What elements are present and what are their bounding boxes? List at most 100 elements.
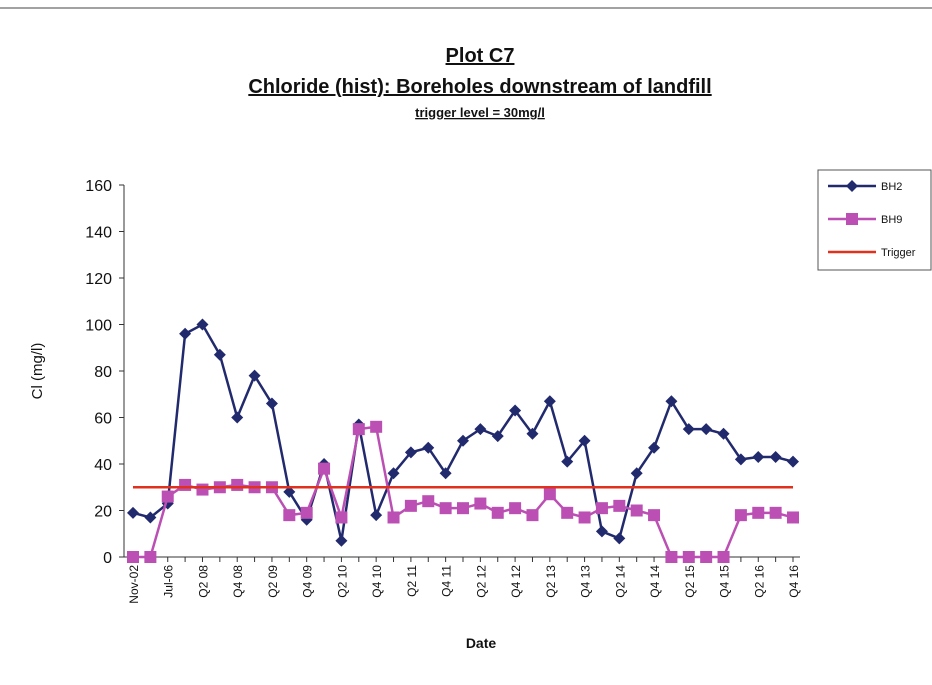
x-tick-label: Q2 13 (544, 565, 558, 598)
data-point (387, 467, 400, 480)
x-tick-label: Q4 14 (648, 565, 662, 598)
y-tick-label: 120 (85, 271, 112, 288)
annotation: trigger level = 30mg/l (415, 105, 545, 120)
data-point (231, 411, 244, 424)
y-tick-label: 100 (85, 318, 112, 335)
data-point (370, 420, 383, 433)
data-point (613, 499, 626, 512)
data-point (265, 397, 278, 410)
x-tick-label: Nov-02 (127, 565, 141, 604)
data-point (717, 427, 730, 440)
data-point (787, 511, 799, 524)
data-point (231, 478, 244, 491)
data-point (769, 506, 782, 519)
data-point (734, 509, 747, 522)
data-point (846, 213, 858, 225)
x-tick-label: Q2 14 (613, 565, 627, 598)
data-point (404, 446, 417, 459)
y-tick-label: 0 (103, 550, 112, 567)
x-tick-label: Q2 16 (752, 565, 766, 598)
x-tick-label: Q4 13 (579, 565, 593, 598)
y-tick-label: 80 (94, 364, 112, 381)
x-tick-label: Q2 09 (266, 565, 280, 598)
legend-label: Trigger (881, 247, 916, 259)
data-point (578, 511, 591, 524)
data-point (491, 430, 504, 443)
data-point (179, 478, 192, 491)
data-point (283, 485, 296, 498)
data-point (474, 423, 487, 436)
y-axis-label: Cl (mg/l) (29, 343, 46, 400)
data-point (561, 506, 574, 519)
data-point (127, 551, 139, 563)
x-tick-label: Q4 09 (301, 565, 315, 598)
x-tick-label: Q4 11 (440, 565, 454, 597)
data-point (648, 441, 661, 454)
x-tick-label: Q2 08 (196, 565, 210, 598)
data-point (717, 551, 730, 563)
data-point (578, 434, 591, 447)
data-point (439, 467, 452, 480)
y-tick-label: 140 (85, 225, 112, 242)
data-point (561, 455, 574, 468)
data-point (682, 423, 695, 436)
data-point (404, 499, 417, 512)
data-point (248, 369, 261, 382)
data-point (161, 490, 174, 503)
data-point (752, 451, 765, 464)
x-tick-label: Jul-06 (162, 565, 176, 598)
data-point (595, 502, 608, 515)
data-point (787, 455, 799, 468)
x-tick-label: Q4 08 (231, 565, 245, 598)
data-point (144, 511, 157, 524)
data-point (509, 404, 522, 417)
chart-subtitle: Chloride (hist): Boreholes downstream of… (248, 76, 711, 98)
x-tick-label: Q2 11 (405, 565, 419, 597)
data-point (630, 467, 643, 480)
chart-title: Plot C7 (446, 45, 515, 67)
data-point (457, 434, 469, 447)
data-point (335, 534, 348, 547)
legend-label: BH2 (881, 181, 902, 193)
data-point (196, 483, 209, 496)
data-point (474, 497, 487, 510)
data-point (526, 427, 539, 440)
data-point (144, 551, 157, 563)
data-point (491, 506, 504, 519)
x-tick-label: Q4 15 (718, 565, 732, 598)
data-point (422, 441, 435, 454)
data-point (509, 502, 522, 515)
data-point (700, 551, 713, 563)
data-point (422, 495, 435, 508)
data-point (127, 506, 139, 519)
data-point (526, 509, 539, 522)
x-tick-label: Q4 10 (370, 565, 384, 598)
x-tick-label: Q2 12 (474, 565, 488, 598)
data-point (335, 511, 348, 524)
x-tick-label: Q2 15 (683, 565, 697, 598)
x-tick-label: Q2 10 (335, 565, 349, 598)
x-tick-label: Q4 12 (509, 565, 523, 598)
data-point (543, 395, 556, 408)
x-axis-label: Date (466, 635, 497, 651)
data-point (700, 423, 713, 436)
data-point (457, 502, 469, 515)
data-point (196, 318, 209, 331)
data-point (846, 180, 858, 192)
data-point (630, 504, 643, 517)
data-point (283, 509, 296, 522)
data-point (769, 451, 782, 464)
x-tick-label: Q4 16 (787, 565, 801, 598)
data-point (300, 506, 313, 519)
data-point (352, 423, 365, 436)
y-tick-label: 40 (94, 457, 112, 474)
data-point (213, 348, 226, 361)
y-tick-label: 20 (94, 504, 112, 521)
legend-label: BH9 (881, 214, 902, 226)
data-point (734, 453, 747, 466)
data-point (179, 327, 192, 340)
data-point (370, 509, 383, 522)
y-tick-label: 160 (85, 178, 112, 195)
